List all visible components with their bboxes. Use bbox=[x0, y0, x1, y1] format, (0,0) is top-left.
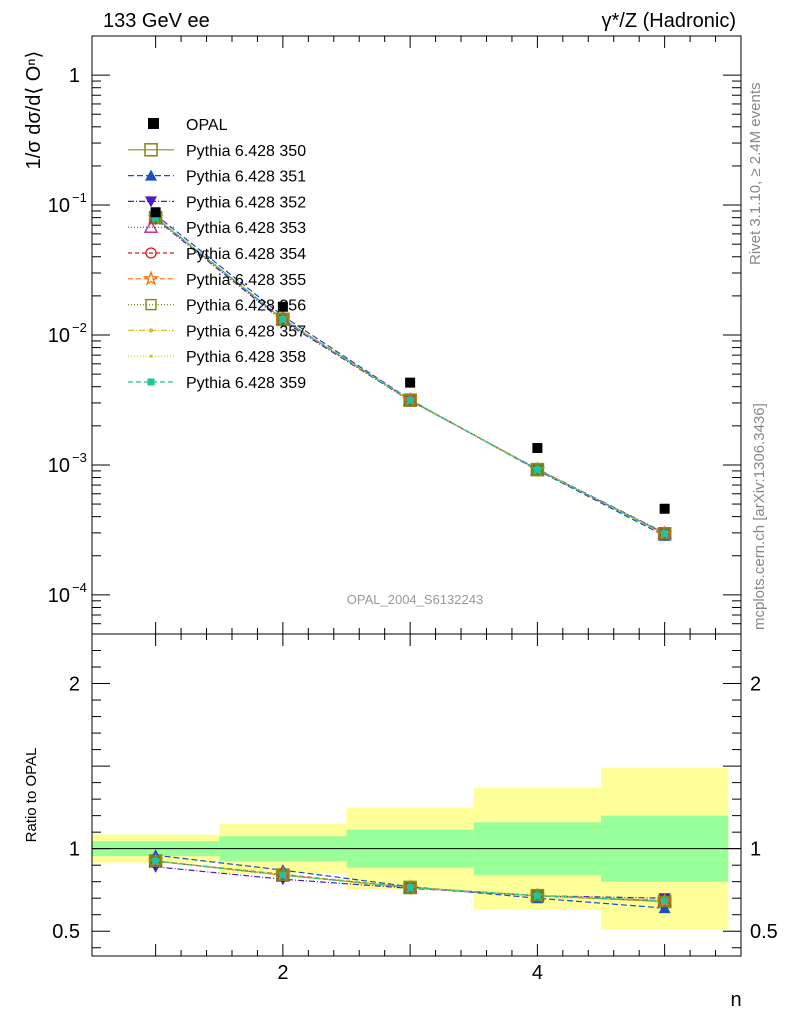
legend-label-opal: OPAL bbox=[186, 117, 228, 134]
data-point bbox=[150, 207, 161, 218]
y-tick-label: 10 bbox=[48, 455, 70, 477]
ratio-y-tick-label-right: 0.5 bbox=[750, 921, 778, 943]
legend-marker bbox=[145, 298, 157, 311]
series-point bbox=[279, 315, 287, 323]
ratio-y-tick-label: 0.5 bbox=[52, 921, 80, 943]
ratio-series-point bbox=[533, 892, 541, 900]
legend-marker bbox=[145, 196, 157, 208]
series-line bbox=[155, 214, 665, 537]
series-point bbox=[404, 394, 416, 406]
legend-label: Pythia 6.428 352 bbox=[186, 194, 306, 211]
main-series-layer bbox=[147, 207, 673, 541]
legend-label: Pythia 6.428 355 bbox=[186, 272, 306, 289]
ratio-panel-frame bbox=[91, 633, 742, 957]
data-point bbox=[277, 301, 288, 312]
legend-marker bbox=[144, 143, 158, 157]
series-point bbox=[661, 530, 669, 538]
series-point bbox=[152, 214, 160, 222]
ratio-series-point bbox=[531, 890, 544, 902]
data-point bbox=[532, 443, 543, 454]
legend-label: Pythia 6.428 357 bbox=[186, 323, 306, 340]
legend-label: Pythia 6.428 356 bbox=[186, 298, 306, 315]
ratio-series-point bbox=[404, 881, 416, 894]
y-tick-exponent: −1 bbox=[72, 190, 87, 205]
legend-marker bbox=[145, 169, 157, 181]
ratio-series-point bbox=[658, 902, 671, 914]
legend-label: Pythia 6.428 354 bbox=[186, 246, 306, 263]
legend: OPAL Pythia 6.428 350 Pythia 6.428 351 Pyth… bbox=[128, 117, 306, 392]
y-tick-label: 10 bbox=[48, 325, 70, 347]
legend-marker bbox=[145, 247, 157, 259]
data-point bbox=[659, 503, 670, 514]
ratio-axis-ticks: 2 4 0.5 0.5 1 1 2 2 bbox=[52, 634, 778, 984]
ratio-series-point bbox=[149, 855, 162, 867]
rivet-label: Rivet 3.1.10, ≥ 2.4M events bbox=[747, 83, 764, 266]
y-tick-label: 10 bbox=[48, 585, 70, 607]
legend-marker bbox=[148, 328, 154, 333]
series-point bbox=[277, 313, 289, 326]
y-tick-label: 1 bbox=[69, 65, 80, 87]
ratio-y-tick-label: 1 bbox=[69, 839, 80, 861]
data-point bbox=[405, 377, 416, 388]
y-tick-exponent: −2 bbox=[72, 320, 87, 335]
legend-marker bbox=[143, 219, 159, 233]
ratio-y-tick-label: 2 bbox=[69, 674, 80, 696]
ratio-series-point bbox=[152, 857, 160, 865]
ratio-series-point bbox=[406, 883, 414, 891]
y-tick-exponent: −4 bbox=[72, 580, 87, 595]
ratio-y-tick-label-right: 1 bbox=[750, 839, 761, 861]
main-ylabel: 1/σ dσ/d⟨ Oⁿ⟩ bbox=[23, 51, 45, 170]
legend-marker bbox=[147, 378, 155, 386]
legend-label: Pythia 6.428 359 bbox=[186, 375, 306, 392]
legend-label: Pythia 6.428 350 bbox=[186, 143, 306, 160]
header-left: 133 GeV ee bbox=[103, 10, 210, 32]
main-axis-ticks: 110−110−210−310−4 bbox=[48, 35, 741, 635]
ratio-series-layer bbox=[147, 849, 673, 914]
ratio-y-tick-label-right: 2 bbox=[750, 674, 761, 696]
legend-label: Pythia 6.428 351 bbox=[186, 169, 306, 186]
ratio-series-point bbox=[279, 871, 287, 879]
analysis-watermark: OPAL_2004_S6132243 bbox=[347, 592, 483, 607]
legend-marker bbox=[142, 270, 160, 286]
series-point bbox=[533, 466, 541, 474]
y-tick-exponent: −3 bbox=[72, 450, 87, 465]
ratio-series-point bbox=[658, 895, 671, 908]
legend-label: Pythia 6.428 353 bbox=[186, 220, 306, 237]
ratio-xlabel: n bbox=[730, 989, 741, 1011]
legend-label: Pythia 6.428 358 bbox=[186, 349, 306, 366]
mcplots-label: mcplots.cern.ch [arXiv:1306.3436] bbox=[751, 403, 768, 630]
header-right: γ*/Z (Hadronic) bbox=[602, 10, 736, 32]
series-point bbox=[406, 396, 414, 404]
x-tick-label: 2 bbox=[277, 962, 288, 984]
ratio-series-line bbox=[155, 860, 665, 902]
legend-marker-opal bbox=[148, 118, 159, 129]
ratio-ylabel: Ratio to OPAL bbox=[23, 748, 40, 843]
series-point bbox=[658, 528, 671, 540]
legend-marker bbox=[149, 354, 153, 358]
ratio-series-point bbox=[277, 869, 289, 881]
y-tick-label: 10 bbox=[48, 195, 70, 217]
ratio-frame-rect bbox=[91, 633, 742, 957]
ratio-series-point bbox=[661, 897, 669, 905]
series-point bbox=[531, 463, 544, 476]
x-tick-label: 4 bbox=[532, 962, 543, 984]
